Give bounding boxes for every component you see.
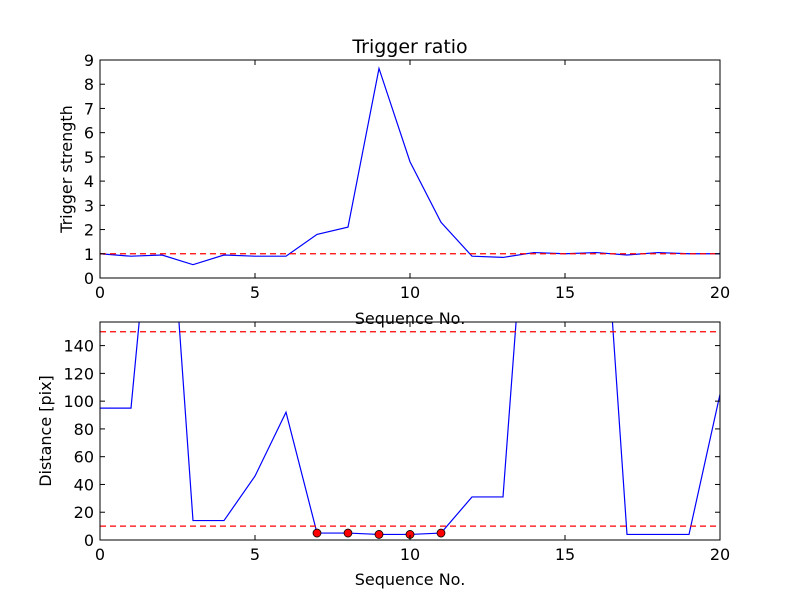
bottom-marker-point <box>436 528 446 538</box>
bottom-marker-point <box>312 528 322 538</box>
bottom-y-tick-label: 120 <box>63 364 94 383</box>
bottom-y-tick-label: 20 <box>74 503 94 522</box>
bottom-plot-area: 0 5 10 15 20 0 20 40 60 80 100 120 140 <box>63 321 730 564</box>
top-y-tick-label: 1 <box>84 245 94 264</box>
bottom-x-tick-label: 10 <box>400 545 420 564</box>
bottom-y-tick-label: 60 <box>74 448 94 467</box>
bottom-y-tick-label: 0 <box>84 531 94 550</box>
top-y-tick-label: 3 <box>84 196 94 215</box>
top-x-tick-label: 15 <box>555 283 575 302</box>
top-x-axis-label: Sequence No. <box>355 309 466 328</box>
bottom-marker-point <box>374 530 384 539</box>
top-y-tick-label: 4 <box>84 172 94 191</box>
top-y-tick-label: 9 <box>84 51 94 70</box>
top-y-tick-label: 0 <box>84 269 94 288</box>
bottom-x-tick-label: 15 <box>555 545 575 564</box>
top-y-tick-label: 5 <box>84 148 94 167</box>
top-data-layer <box>100 66 720 266</box>
bottom-y-tick-label: 100 <box>63 392 94 411</box>
bottom-x-tick-label: 20 <box>710 545 730 564</box>
top-series-line-0 <box>100 66 720 266</box>
bottom-x-tick-label: 0 <box>95 545 105 564</box>
bottom-y-tick-label: 80 <box>74 420 94 439</box>
bottom-marker-point <box>343 528 353 538</box>
top-x-tick-label: 10 <box>400 283 420 302</box>
top-y-tick-label: 6 <box>84 124 94 143</box>
chart-title: Trigger ratio <box>351 36 467 58</box>
bottom-y-tick-label: 140 <box>63 337 94 356</box>
top-y-axis-label: Trigger strength <box>57 105 76 234</box>
top-y-tick-label: 2 <box>84 221 94 240</box>
top-y-tick-label: 7 <box>84 99 94 118</box>
bottom-x-tick-label: 5 <box>250 545 260 564</box>
bottom-x-axis-label: Sequence No. <box>355 570 466 589</box>
top-y-tick-label: 8 <box>84 75 94 94</box>
top-x-tick-label: 0 <box>95 283 105 302</box>
top-x-tick-label: 5 <box>250 283 260 302</box>
top-x-tick-label: 20 <box>710 283 730 302</box>
bottom-y-axis-label: Distance [pix] <box>36 375 55 487</box>
bottom-y-tick-label: 40 <box>74 475 94 494</box>
